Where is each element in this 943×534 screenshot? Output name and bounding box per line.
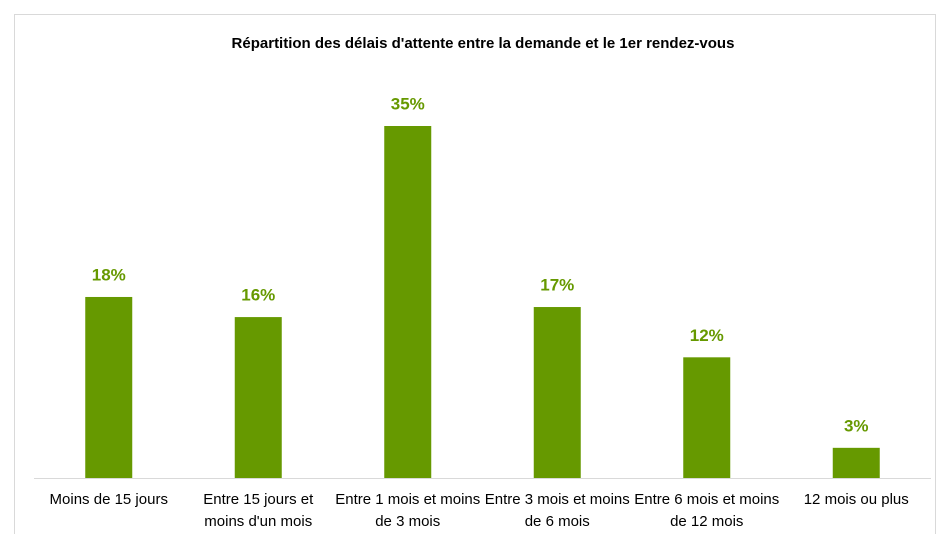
x-tick-label: Entre 1 mois et moins de 3 mois (335, 491, 481, 530)
value-label: 16% (241, 286, 275, 305)
x-tick-label: Entre 15 jours et moins d'un mois (203, 491, 314, 530)
x-tick-label: Moins de 15 jours (49, 491, 168, 508)
chart-frame (14, 14, 936, 534)
value-label: 12% (690, 326, 724, 345)
x-tick-label: 12 mois ou plus (803, 491, 909, 508)
bar (234, 317, 282, 478)
x-tick-label: Entre 3 mois et moins de 6 mois (484, 491, 630, 530)
bar (683, 357, 731, 478)
value-label: 3% (844, 416, 869, 435)
bar (533, 307, 581, 478)
bar (85, 296, 133, 478)
value-label: 35% (391, 94, 425, 113)
value-label: 18% (92, 265, 126, 284)
value-label: 17% (540, 276, 574, 295)
bar (832, 447, 880, 478)
x-tick-label: Entre 6 mois et moins de 12 mois (634, 491, 780, 530)
chart-title: Répartition des délais d'attente entre l… (232, 35, 735, 52)
bar (384, 126, 432, 478)
